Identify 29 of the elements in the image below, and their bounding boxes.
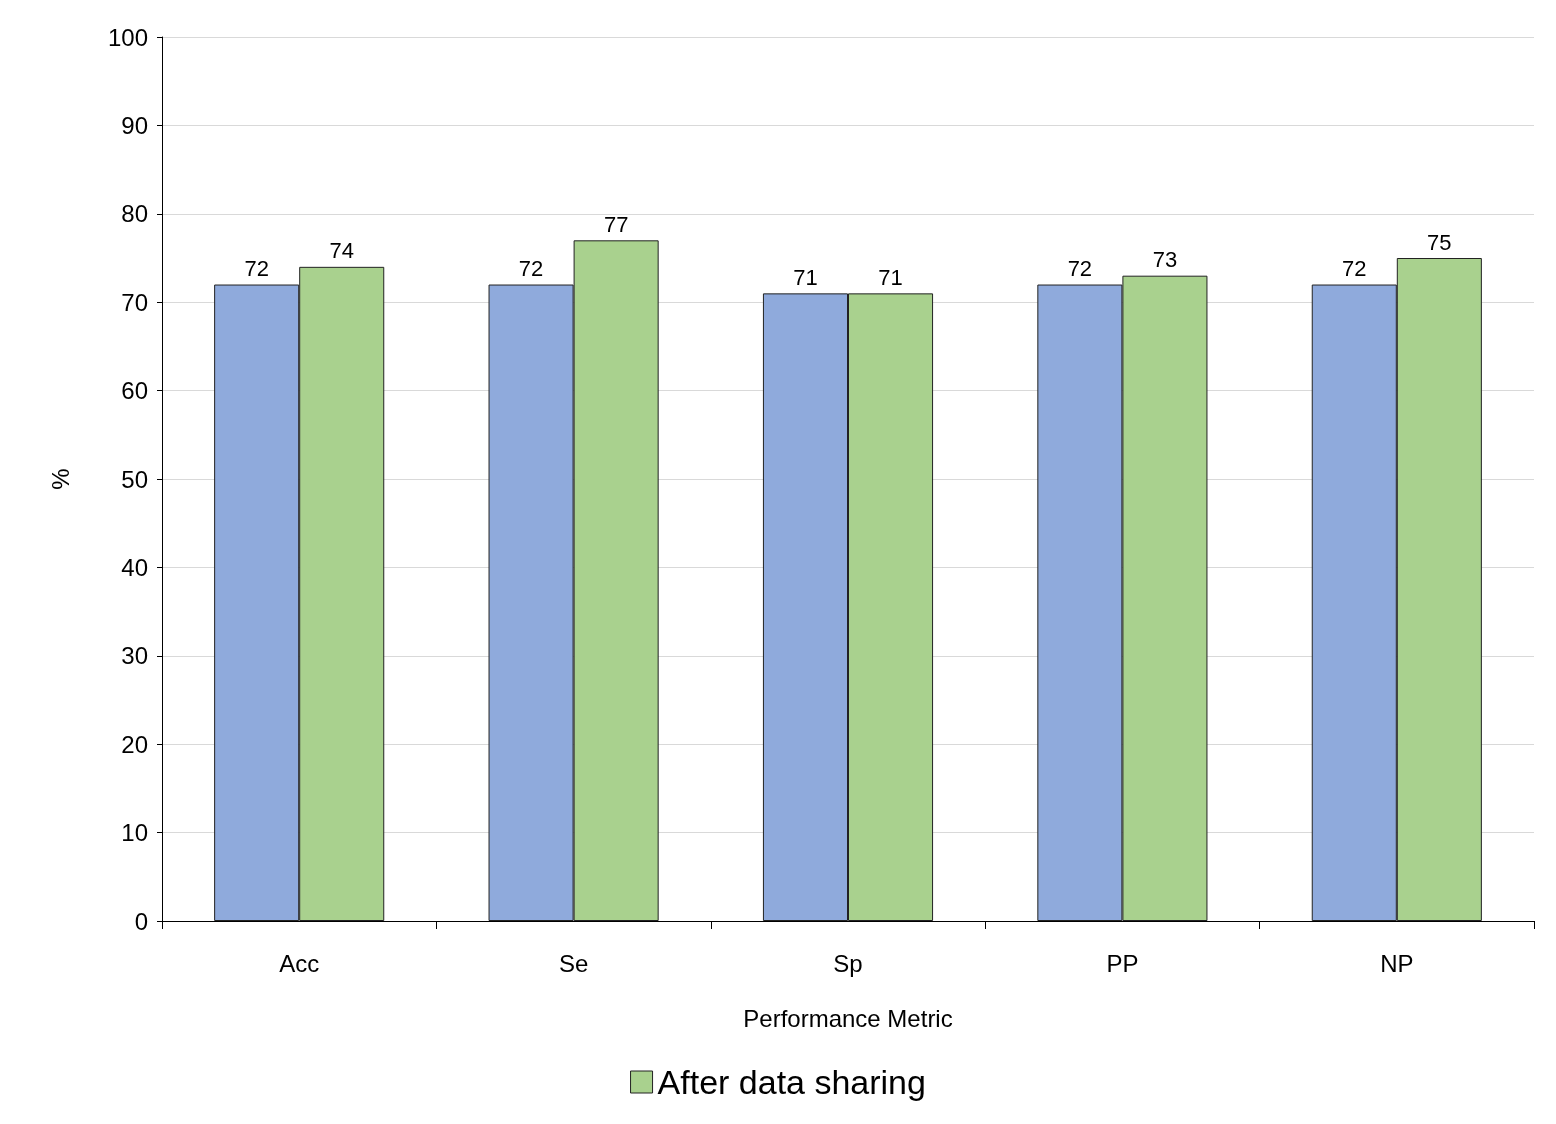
- y-tick-label: 70: [121, 288, 148, 316]
- x-tick-label: NP: [1380, 949, 1414, 977]
- x-tick-label: Se: [558, 949, 589, 977]
- y-tick-label: 100: [107, 23, 148, 51]
- x-tick-label: PP: [1106, 949, 1139, 977]
- data-label: 71: [793, 264, 818, 290]
- data-label: 72: [1067, 256, 1093, 282]
- x-tick-label: Acc: [279, 949, 320, 977]
- data-label: 74: [329, 238, 354, 264]
- data-label: 72: [1342, 256, 1367, 282]
- data-label: 75: [1427, 229, 1452, 255]
- data-label: 77: [603, 211, 629, 237]
- y-tick-label: 90: [121, 111, 148, 139]
- y-tick-label: 20: [121, 730, 148, 758]
- data-label: 71: [878, 264, 903, 290]
- y-tick-label: 0: [134, 907, 148, 935]
- x-axis-title: Performance Metric: [743, 1004, 953, 1032]
- y-tick-label: 80: [121, 200, 148, 228]
- x-tick-label: Sp: [833, 949, 863, 977]
- data-label: 72: [244, 256, 269, 282]
- y-tick-label: 10: [121, 819, 148, 847]
- data-label: 72: [518, 256, 544, 282]
- y-tick-label: 30: [121, 642, 148, 670]
- y-tick-label: 40: [121, 553, 148, 581]
- legend-label: After data sharing: [657, 1063, 926, 1101]
- y-tick-label: 50: [121, 465, 148, 493]
- data-label: 73: [1152, 247, 1178, 273]
- y-axis-title: %: [46, 468, 74, 490]
- y-tick-label: 60: [121, 377, 148, 405]
